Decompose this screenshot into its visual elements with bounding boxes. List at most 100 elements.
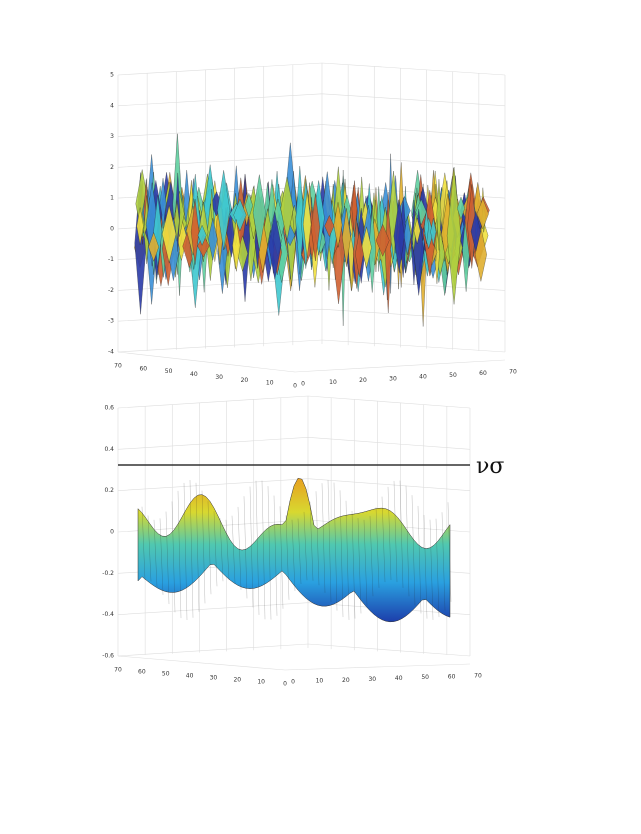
surface-facet [252,174,266,251]
surface-facet [368,207,376,293]
surface-facet [232,219,241,272]
z-tick-label: 1 [110,195,114,202]
z-tick-label: 0 [110,225,114,232]
grid-line [117,308,506,322]
right-tick-label: 50 [421,674,429,681]
right-tick-label: 0 [301,381,305,388]
grid-line [117,395,471,409]
mesh-line [381,496,386,583]
surface-facet [446,167,462,305]
surface-facet [430,217,437,246]
z-tick-label: -0.2 [102,570,114,577]
mesh-line [291,519,296,591]
mesh-line [171,501,176,613]
z-tick-label: 0.2 [104,487,114,494]
grid-line [117,93,506,107]
floor [117,655,471,671]
surface-facet [244,192,253,219]
mesh-line [411,495,416,606]
mesh-line [333,482,338,611]
mesh-line [351,511,356,619]
mesh-line [279,506,284,609]
left-tick-label: 20 [233,677,241,684]
mesh-line [429,519,434,620]
right-tick-label: 60 [479,370,487,377]
left-tick-label: 10 [266,380,274,387]
z-tick-label: -2 [108,287,114,294]
mesh-line [321,483,326,593]
grid-line [117,602,471,615]
grid-line [117,155,506,168]
floor [117,351,506,373]
left-tick-label: 0 [283,681,287,688]
grid-line [117,124,506,137]
surface-facet [295,166,305,275]
right-tick-label: 0 [291,679,295,686]
left-tick-label: 50 [162,671,170,678]
surface-facet [424,209,429,244]
mesh-line [393,480,398,583]
left-tick-label: 20 [241,377,249,384]
surface-facet [393,199,405,273]
mesh-line [249,486,254,608]
grid-line [117,339,506,353]
z-tick-label: 3 [110,133,114,140]
mesh-line [225,519,230,581]
mesh-line [309,501,314,581]
bottom-surface-plot: 0.60.40.20-0.2-0.4-0.670 60 50 40 30 20 10 0 0 10… [102,395,482,688]
surface-facet [303,190,312,258]
surface-facet [233,198,247,232]
surface-facet [321,171,333,260]
right-tick-label: 50 [449,372,457,379]
mesh-line [423,514,428,619]
surface-facet [310,193,320,262]
right-tick-label: 30 [389,375,397,382]
left-tick-label: 0 [293,383,297,390]
mesh-line [297,518,302,584]
mesh-line [435,518,440,618]
left-tick-label: 70 [114,363,122,370]
z-tick-label: 4 [110,102,114,109]
right-tick-label: 40 [419,374,427,381]
mesh-line [339,490,344,618]
mesh-line [417,505,422,614]
surface-facet [436,179,442,251]
mesh-line [159,518,164,595]
surface-facet [190,199,200,265]
z-tick-label: 5 [110,72,114,79]
left-tick-label: 30 [215,374,223,381]
mesh-line [261,480,266,620]
surface-facet [375,224,390,257]
surface-facet [403,216,412,255]
mesh-line [399,480,404,588]
left-tick-label: 50 [165,368,173,375]
surface-facet [280,177,294,241]
z-tick-label: -0.6 [102,653,114,660]
mesh-line [231,515,236,584]
mesh-line [345,500,350,620]
left-tick-label: 40 [190,371,198,378]
surface-facet [467,184,477,269]
grid-line [117,478,471,491]
mesh-line [141,506,146,581]
right-tick-label: 60 [448,673,456,680]
right-tick-label: 70 [509,369,517,376]
surface [137,477,451,623]
surface-facet [333,202,343,248]
right-tick-label: 20 [359,377,367,384]
mesh-line [213,511,218,587]
surface-facet [208,218,218,261]
surface-facet [351,180,358,237]
surface-facet [342,208,351,267]
right-tick-label: 10 [316,678,324,685]
mesh-line [405,485,410,597]
left-tick-label: 40 [186,673,194,680]
surface-facet [148,232,159,262]
surface-facet [162,205,177,263]
mesh-line [363,519,368,606]
mesh-line [387,486,392,581]
z-tick-label: 2 [110,164,114,171]
mesh-line [273,495,278,616]
z-tick-label: 0.4 [104,446,114,453]
